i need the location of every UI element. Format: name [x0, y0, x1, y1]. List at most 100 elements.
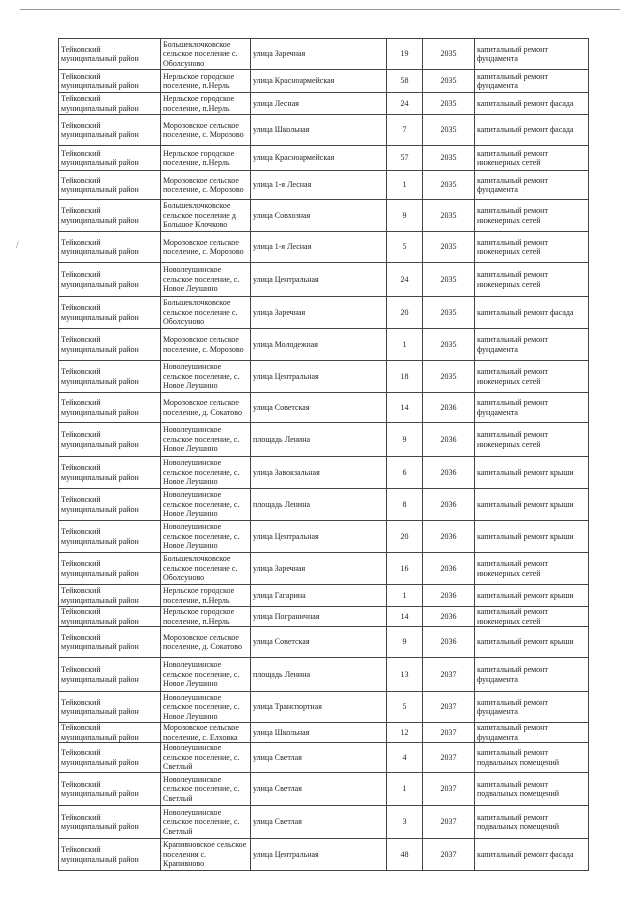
- street-cell: улица Транспортная: [250, 691, 387, 723]
- year-cell: 2037: [422, 691, 475, 723]
- table-row: Тейковский муниципальный район Новолеушин…: [58, 456, 589, 489]
- work-type-cell: капитальный ремонт подвальных помещений: [474, 772, 589, 806]
- table-row: Тейковский муниципальный район Морозовско…: [58, 170, 589, 200]
- year-cell: 2036: [422, 520, 475, 553]
- settlement-cell: Морозовское сельское поселение, с. Мороз…: [160, 328, 251, 361]
- work-type-cell: капитальный ремонт фундамента: [474, 657, 589, 692]
- house-number-cell: 9: [386, 422, 423, 457]
- district-cell: Тейковский муниципальный район: [58, 657, 161, 692]
- settlement-cell: Новолеушинское сельское поселение, с. Но…: [160, 262, 251, 297]
- settlement-cell: Крапивновское сельское поселения с. Крап…: [160, 838, 251, 871]
- street-cell: улица Школьная: [250, 114, 387, 146]
- year-cell: 2035: [422, 360, 475, 393]
- settlement-cell: Нерльское городское поселение, п.Нерль: [160, 145, 251, 171]
- street-cell: улица Красноармейская: [250, 69, 387, 93]
- district-cell: Тейковский муниципальный район: [58, 199, 161, 232]
- district-cell: Тейковский муниципальный район: [58, 38, 161, 70]
- table-row: Тейковский муниципальный район Морозовско…: [58, 722, 589, 743]
- district-cell: Тейковский муниципальный район: [58, 231, 161, 263]
- district-cell: Тейковский муниципальный район: [58, 742, 161, 773]
- street-cell: улица Советская: [250, 392, 387, 423]
- work-type-cell: капитальный ремонт фундамента: [474, 691, 589, 723]
- settlement-cell: Нерльское городское поселение, п.Нерль: [160, 584, 251, 607]
- scan-edge-line: [20, 9, 620, 10]
- year-cell: 2035: [422, 170, 475, 200]
- street-cell: улица Центральная: [250, 360, 387, 393]
- house-number-cell: 1: [386, 328, 423, 361]
- settlement-cell: Новолеушинское сельское поселение, с. Но…: [160, 360, 251, 393]
- street-cell: улица Светлая: [250, 772, 387, 806]
- house-number-cell: 1: [386, 584, 423, 607]
- settlement-cell: Большеклочковское сельское поселение с. …: [160, 552, 251, 585]
- district-cell: Тейковский муниципальный район: [58, 360, 161, 393]
- work-type-cell: капитальный ремонт крыши: [474, 520, 589, 553]
- house-number-cell: 20: [386, 296, 423, 329]
- settlement-cell: Большеклочковское сельское поселение с. …: [160, 296, 251, 329]
- district-cell: Тейковский муниципальный район: [58, 520, 161, 553]
- house-number-cell: 1: [386, 772, 423, 806]
- settlement-cell: Морозовское сельское поселение, с. Мороз…: [160, 231, 251, 263]
- street-cell: улица Заречная: [250, 296, 387, 329]
- district-cell: Тейковский муниципальный район: [58, 838, 161, 871]
- year-cell: 2037: [422, 657, 475, 692]
- table-row: Тейковский муниципальный район Новолеушин…: [58, 657, 589, 692]
- settlement-cell: Морозовское сельское поселение, д. Сокат…: [160, 392, 251, 423]
- district-cell: Тейковский муниципальный район: [58, 584, 161, 607]
- table-row: Тейковский муниципальный район Морозовско…: [58, 114, 589, 146]
- work-type-cell: капитальный ремонт фундамента: [474, 392, 589, 423]
- street-cell: площадь Ленина: [250, 422, 387, 457]
- district-cell: Тейковский муниципальный район: [58, 69, 161, 93]
- year-cell: 2036: [422, 626, 475, 658]
- district-cell: Тейковский муниципальный район: [58, 488, 161, 521]
- house-number-cell: 9: [386, 199, 423, 232]
- table-row: Тейковский муниципальный район Большеклоч…: [58, 296, 589, 329]
- district-cell: Тейковский муниципальный район: [58, 772, 161, 806]
- district-cell: Тейковский муниципальный район: [58, 114, 161, 146]
- street-cell: улица Школьная: [250, 722, 387, 743]
- work-type-cell: капитальный ремонт инженерных сетей: [474, 199, 589, 232]
- year-cell: 2036: [422, 422, 475, 457]
- district-cell: Тейковский муниципальный район: [58, 262, 161, 297]
- street-cell: улица Заречная: [250, 552, 387, 585]
- district-cell: Тейковский муниципальный район: [58, 422, 161, 457]
- settlement-cell: Морозовское сельское поселение, с. Елхов…: [160, 722, 251, 743]
- settlement-cell: Новолеушинское сельское поселение, с. Но…: [160, 691, 251, 723]
- table-row: Тейковский муниципальный район Новолеушин…: [58, 360, 589, 393]
- year-cell: 2036: [422, 392, 475, 423]
- year-cell: 2036: [422, 552, 475, 585]
- district-cell: Тейковский муниципальный район: [58, 626, 161, 658]
- street-cell: улица Молодежная: [250, 328, 387, 361]
- table-row: Тейковский муниципальный район Новолеушин…: [58, 691, 589, 723]
- year-cell: 2035: [422, 145, 475, 171]
- street-cell: улица 1-я Лесная: [250, 231, 387, 263]
- settlement-cell: Нерльское городское поселение, п.Нерль: [160, 69, 251, 93]
- house-number-cell: 57: [386, 145, 423, 171]
- work-type-cell: капитальный ремонт подвальных помещений: [474, 742, 589, 773]
- settlement-cell: Нерльское городское поселение, п.Нерль: [160, 92, 251, 115]
- house-number-cell: 3: [386, 805, 423, 839]
- work-type-cell: капитальный ремонт крыши: [474, 488, 589, 521]
- settlement-cell: Нерльское городское поселение, п.Нерль: [160, 606, 251, 627]
- work-type-cell: капитальный ремонт фундамента: [474, 170, 589, 200]
- year-cell: 2037: [422, 722, 475, 743]
- house-number-cell: 9: [386, 626, 423, 658]
- settlement-cell: Новолеушинское сельское поселение, с. Св…: [160, 772, 251, 806]
- house-number-cell: 7: [386, 114, 423, 146]
- year-cell: 2035: [422, 199, 475, 232]
- house-number-cell: 4: [386, 742, 423, 773]
- street-cell: улица Гагарина: [250, 584, 387, 607]
- year-cell: 2035: [422, 69, 475, 93]
- scan-mark: /: [16, 240, 19, 250]
- year-cell: 2036: [422, 488, 475, 521]
- house-number-cell: 5: [386, 691, 423, 723]
- street-cell: улица Совхозная: [250, 199, 387, 232]
- house-number-cell: 24: [386, 92, 423, 115]
- house-number-cell: 48: [386, 838, 423, 871]
- year-cell: 2035: [422, 328, 475, 361]
- settlement-cell: Большеклочковское сельское поселение д Б…: [160, 199, 251, 232]
- table-row: Тейковский муниципальный район Морозовско…: [58, 231, 589, 263]
- street-cell: улица Советская: [250, 626, 387, 658]
- table-row: Тейковский муниципальный район Новолеушин…: [58, 422, 589, 457]
- table-row: Тейковский муниципальный район Новолеушин…: [58, 488, 589, 521]
- table-row: Тейковский муниципальный район Большеклоч…: [58, 199, 589, 232]
